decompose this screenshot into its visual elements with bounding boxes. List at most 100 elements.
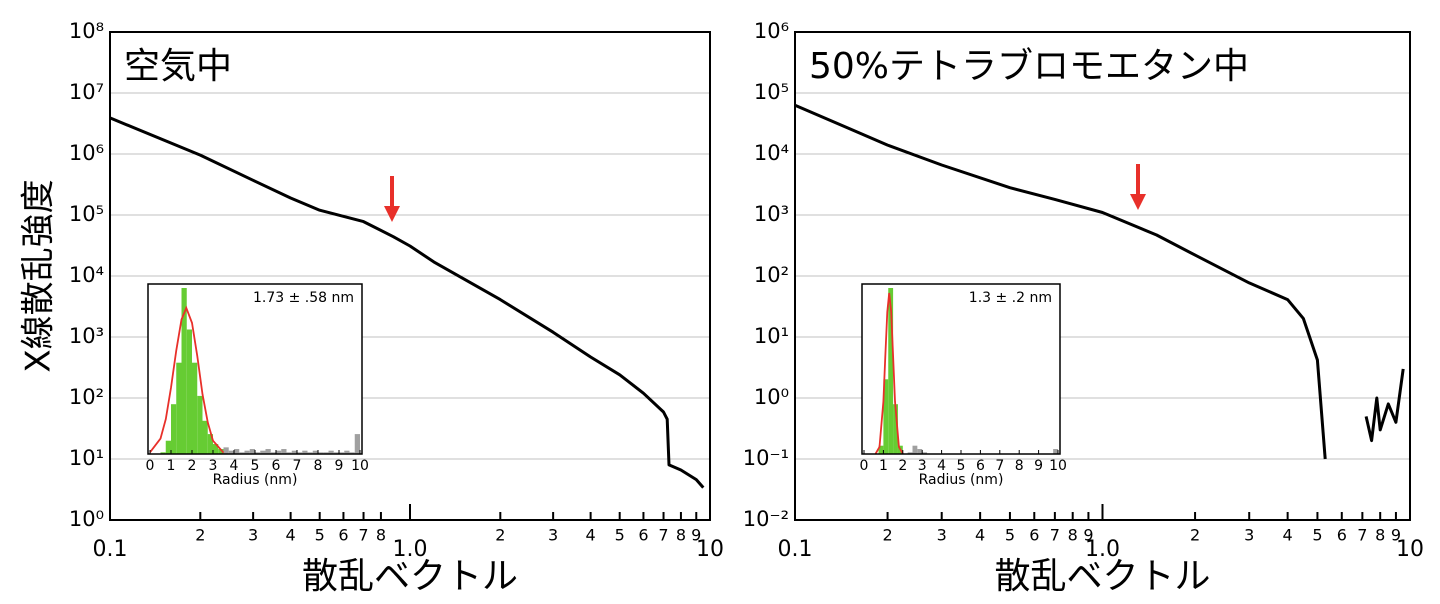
inset-x-tick-label: 4: [937, 458, 946, 474]
histogram-bar: [333, 452, 339, 454]
x-tick-label: 7: [1050, 526, 1060, 545]
x-tick-label: 10: [696, 537, 724, 562]
y-tick-label: 10⁴: [69, 263, 104, 287]
histogram-bar: [344, 450, 350, 454]
y-tick-label: 10⁰: [754, 385, 789, 409]
y-tick-label: 10²: [69, 385, 104, 409]
plot-frame: [109, 31, 711, 521]
x-tick-label: 4: [586, 526, 596, 545]
histogram-bar: [878, 445, 884, 454]
x-tick-label: 8: [676, 526, 686, 545]
inset-annotation: 1.3 ± .2 nm: [969, 290, 1052, 306]
histogram-bar: [307, 452, 313, 454]
x-tick-label: 2: [495, 526, 505, 545]
histogram-bar: [297, 452, 303, 454]
x-tick-label: 2: [1190, 526, 1200, 545]
x-tick-label: 5: [1312, 526, 1322, 545]
histogram-bar: [265, 449, 271, 454]
x-tick-label: 0.1: [778, 537, 813, 562]
histogram-bar: [912, 445, 918, 454]
x-tick-label: 5: [615, 526, 625, 545]
x-tick-label: 1.0: [1085, 537, 1120, 562]
histogram-bar: [354, 434, 360, 454]
x-tick-label: 3: [937, 526, 947, 545]
histogram-bar: [197, 395, 203, 454]
y-tick-label: 10⁷: [69, 80, 104, 104]
histogram-bar: [312, 450, 318, 454]
y-tick-label: 10⁶: [754, 19, 789, 43]
x-tick-label: 4: [975, 526, 985, 545]
histogram-bar: [207, 434, 213, 454]
inset-x-tick-label: 8: [1015, 458, 1024, 474]
inset-x-tick-label: 9: [335, 458, 344, 474]
histogram-bar: [160, 452, 166, 454]
y-tick-label: 10⁰: [69, 507, 104, 531]
histogram-bar: [218, 449, 224, 454]
x-tick-label: 4: [1283, 526, 1293, 545]
y-tick-label: 10⁴: [754, 141, 789, 165]
histogram-bar: [276, 450, 282, 454]
inset-x-tick-label: 1: [879, 458, 888, 474]
x-tick-label: 5: [1005, 526, 1015, 545]
histogram-bar: [255, 452, 261, 454]
y-tick-label: 10⁶: [69, 141, 104, 165]
x-tick-label: 2: [195, 526, 205, 545]
inset-x-tick-label: 7: [293, 458, 302, 474]
y-tick-label: 10¹: [754, 324, 789, 348]
inset-x-tick-label: 4: [230, 458, 239, 474]
histogram-bar: [181, 288, 187, 454]
inset-x-tick-label: 0: [146, 458, 155, 474]
chart-title: 空気中: [124, 46, 232, 87]
x-tick-label: 6: [338, 526, 348, 545]
histogram-bar: [339, 452, 345, 454]
y-axis-label: X線散乱強度: [19, 179, 59, 372]
plot-frame: [794, 31, 1411, 521]
inset-x-tick-label: 1: [167, 458, 176, 474]
histogram-bar: [192, 362, 198, 454]
histogram-bar: [917, 449, 923, 454]
x-tick-label: 7: [658, 526, 668, 545]
x-tick-label: 3: [248, 526, 258, 545]
y-tick-label: 10⁻²: [743, 507, 789, 531]
x-tick-label: 2: [882, 526, 892, 545]
x-tick-label: 6: [1029, 526, 1039, 545]
histogram-bar: [1053, 449, 1058, 454]
y-tick-label: 10⁻¹: [743, 446, 789, 470]
histogram-bar: [171, 404, 177, 454]
fit-curve: [874, 292, 904, 455]
x-tick-label: 8: [376, 526, 386, 545]
y-tick-label: 10¹: [69, 446, 104, 470]
inset-x-tick-label: 5: [957, 458, 966, 474]
inset-x-tick-label: 2: [898, 458, 907, 474]
histogram-bar: [186, 329, 192, 454]
x-tick-label: 6: [1337, 526, 1347, 545]
histogram-bar: [234, 449, 240, 454]
chart-title: 50%テトラブロモエタン中: [809, 46, 1249, 87]
inset-x-tick-label: 5: [251, 458, 260, 474]
histogram-bar: [270, 452, 276, 454]
y-tick-label: 10⁵: [754, 80, 789, 104]
histogram-bar: [349, 452, 355, 454]
histogram-bar: [244, 450, 250, 454]
inset-x-label: Radius (nm): [919, 472, 1004, 488]
histogram-bar: [260, 450, 266, 454]
histogram-bar: [176, 362, 182, 454]
histogram-bar: [228, 450, 234, 454]
histogram-bar: [323, 452, 329, 454]
histogram-bar: [318, 452, 324, 454]
y-tick-label: 10³: [69, 324, 104, 348]
inset-x-tick-label: 6: [272, 458, 281, 474]
histogram-bar: [302, 450, 308, 454]
y-tick-label: 10²: [754, 263, 789, 287]
arrow: [1130, 164, 1146, 210]
y-tick-label: 10⁵: [69, 202, 104, 226]
inset-x-tick-label: 6: [976, 458, 985, 474]
x-tick-label: 10: [1396, 537, 1424, 562]
histogram-bar: [893, 404, 898, 454]
histogram-bar: [239, 452, 245, 454]
data-line: [109, 116, 705, 489]
x-tick-label: 1.0: [393, 537, 428, 562]
inset-x-tick-label: 3: [918, 458, 927, 474]
histogram-bar: [922, 452, 928, 454]
inset-x-tick-label: 10: [1049, 458, 1067, 474]
